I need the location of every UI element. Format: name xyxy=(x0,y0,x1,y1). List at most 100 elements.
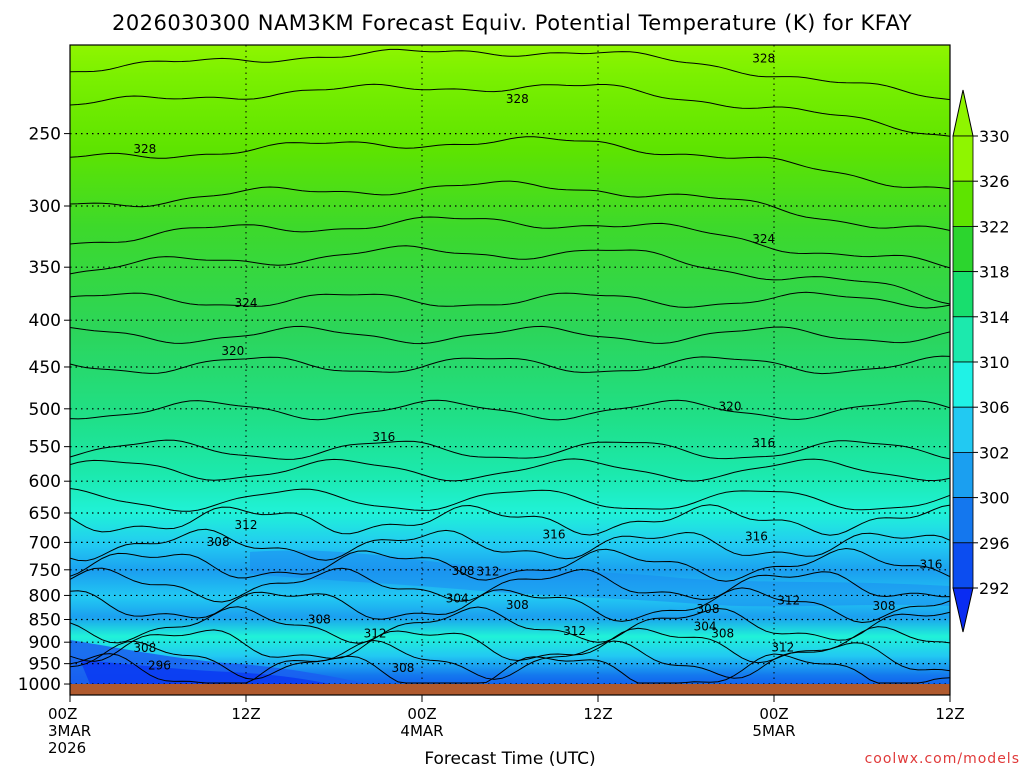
cold-core-layer xyxy=(80,660,330,684)
contour-line xyxy=(69,439,951,460)
colorbar-bottom-arrow xyxy=(952,587,974,633)
contour-line xyxy=(69,488,951,512)
x-tick-label: 00Z xyxy=(759,705,788,723)
y-tick-label: 250 xyxy=(29,125,61,145)
contour-label: 308 xyxy=(873,599,896,613)
contour-line xyxy=(69,528,951,562)
y-tick-label: 950 xyxy=(29,655,61,675)
contour-label: 316 xyxy=(372,430,395,444)
contour-line xyxy=(69,653,951,684)
colorbar-label: 330 xyxy=(979,127,1010,146)
contour-label: 312 xyxy=(364,626,387,640)
colorbar-label: 292 xyxy=(979,579,1010,598)
x-tick-label: 12Z xyxy=(583,705,612,723)
x-tick-label: 12Z xyxy=(935,705,964,723)
contour-label: 316 xyxy=(919,557,942,571)
contour-line xyxy=(69,626,951,664)
y-tick-label: 800 xyxy=(29,586,61,606)
y-tick-label: 300 xyxy=(29,197,61,217)
contour-label: 316 xyxy=(745,530,768,544)
colorbar-label: 310 xyxy=(979,353,1010,372)
colorbar-swatch xyxy=(952,225,974,272)
colorbar: 330 326 322 318 314 310 306 302 300 296 292 xyxy=(952,89,1010,633)
contour-line xyxy=(69,399,951,421)
contour-line xyxy=(69,83,951,137)
credit-text: coolwx.com/models xyxy=(865,751,1020,767)
y-axis-ticks: 250 300 350 400 450 500 550 600 650 700 750 800 850 9… xyxy=(18,125,70,695)
contour-label: 308 xyxy=(207,535,230,549)
colorbar-swatch xyxy=(952,316,974,363)
contour-label: 304 xyxy=(694,619,717,633)
x-tick-label: 00Z xyxy=(407,705,436,723)
y-tick-label: 850 xyxy=(29,610,61,630)
colorbar-label: 322 xyxy=(979,217,1010,236)
y-tick-label: 700 xyxy=(29,533,61,553)
y-tick-label: 450 xyxy=(29,358,61,378)
contour-line xyxy=(69,325,951,345)
colorbar-label: 302 xyxy=(979,443,1010,462)
y-tick-label: 400 xyxy=(29,311,61,331)
contour-label: 328 xyxy=(133,142,156,156)
contour-label: 324 xyxy=(752,232,775,246)
contour-label: 312 xyxy=(777,593,800,607)
colorbar-label: 314 xyxy=(979,308,1010,327)
contour-label: 308 xyxy=(308,612,331,626)
contour-label: 304 xyxy=(446,591,469,605)
y-tick-label: 600 xyxy=(29,472,61,492)
y-tick-label: 500 xyxy=(29,400,61,420)
contour-line xyxy=(69,458,951,482)
contour-label: 328 xyxy=(506,92,529,106)
contour-label: 316 xyxy=(752,436,775,450)
contour-label: 308 xyxy=(506,598,529,612)
contour-line xyxy=(69,216,951,269)
x-tick-label: 00Z xyxy=(48,705,77,723)
contour-line xyxy=(69,639,951,680)
contour-label: 328 xyxy=(752,52,775,66)
contour-label: 320 xyxy=(221,344,244,358)
contour-label: 320 xyxy=(719,399,742,413)
colorbar-swatch xyxy=(952,406,974,453)
colorbar-swatch xyxy=(952,451,974,498)
y-tick-label: 900 xyxy=(29,633,61,653)
contour-line xyxy=(69,291,951,309)
contour-line xyxy=(69,48,951,101)
contour-line xyxy=(69,355,951,375)
contour-label: 312 xyxy=(771,640,794,654)
colorbar-label: 296 xyxy=(979,534,1010,553)
colorbar-swatch xyxy=(952,542,974,589)
colorbar-label: 300 xyxy=(979,489,1010,508)
y-tick-label: 550 xyxy=(29,438,61,458)
x-tick-label: 12Z xyxy=(231,705,260,723)
y-tick-label: 1000 xyxy=(18,675,61,695)
colorbar-swatch xyxy=(952,361,974,408)
contour-label: 312 xyxy=(235,518,258,532)
x-axis-label: Forecast Time (UTC) xyxy=(424,749,595,768)
colorbar-label: 318 xyxy=(979,263,1010,282)
contour-lines xyxy=(69,48,951,684)
x-tick-label: 4MAR xyxy=(400,722,443,740)
contour-label: 296 xyxy=(148,659,171,673)
contour-label: 316 xyxy=(543,527,566,541)
contour-label: 312 xyxy=(477,564,500,578)
contour-line xyxy=(69,567,951,603)
contour-line xyxy=(69,547,951,582)
contour-label: 308 xyxy=(452,564,475,578)
x-tick-label: 5MAR xyxy=(752,722,795,740)
contour-line xyxy=(69,587,951,624)
plot-frame xyxy=(69,44,951,696)
contour-line xyxy=(69,136,951,190)
x-tick-label: 3MAR xyxy=(48,722,91,740)
y-tick-label: 750 xyxy=(29,561,61,581)
colorbar-swatch xyxy=(952,497,974,544)
colorbar-swatch xyxy=(952,135,974,182)
chart-title: 2026030300 NAM3KM Forecast Equiv. Potent… xyxy=(112,11,912,35)
contour-label: 324 xyxy=(235,296,258,310)
colorbar-label: 326 xyxy=(979,172,1010,191)
contour-label: 312 xyxy=(563,624,586,638)
colorbar-swatch xyxy=(952,271,974,318)
colorbar-label: 306 xyxy=(979,398,1010,417)
y-tick-label: 650 xyxy=(29,504,61,524)
